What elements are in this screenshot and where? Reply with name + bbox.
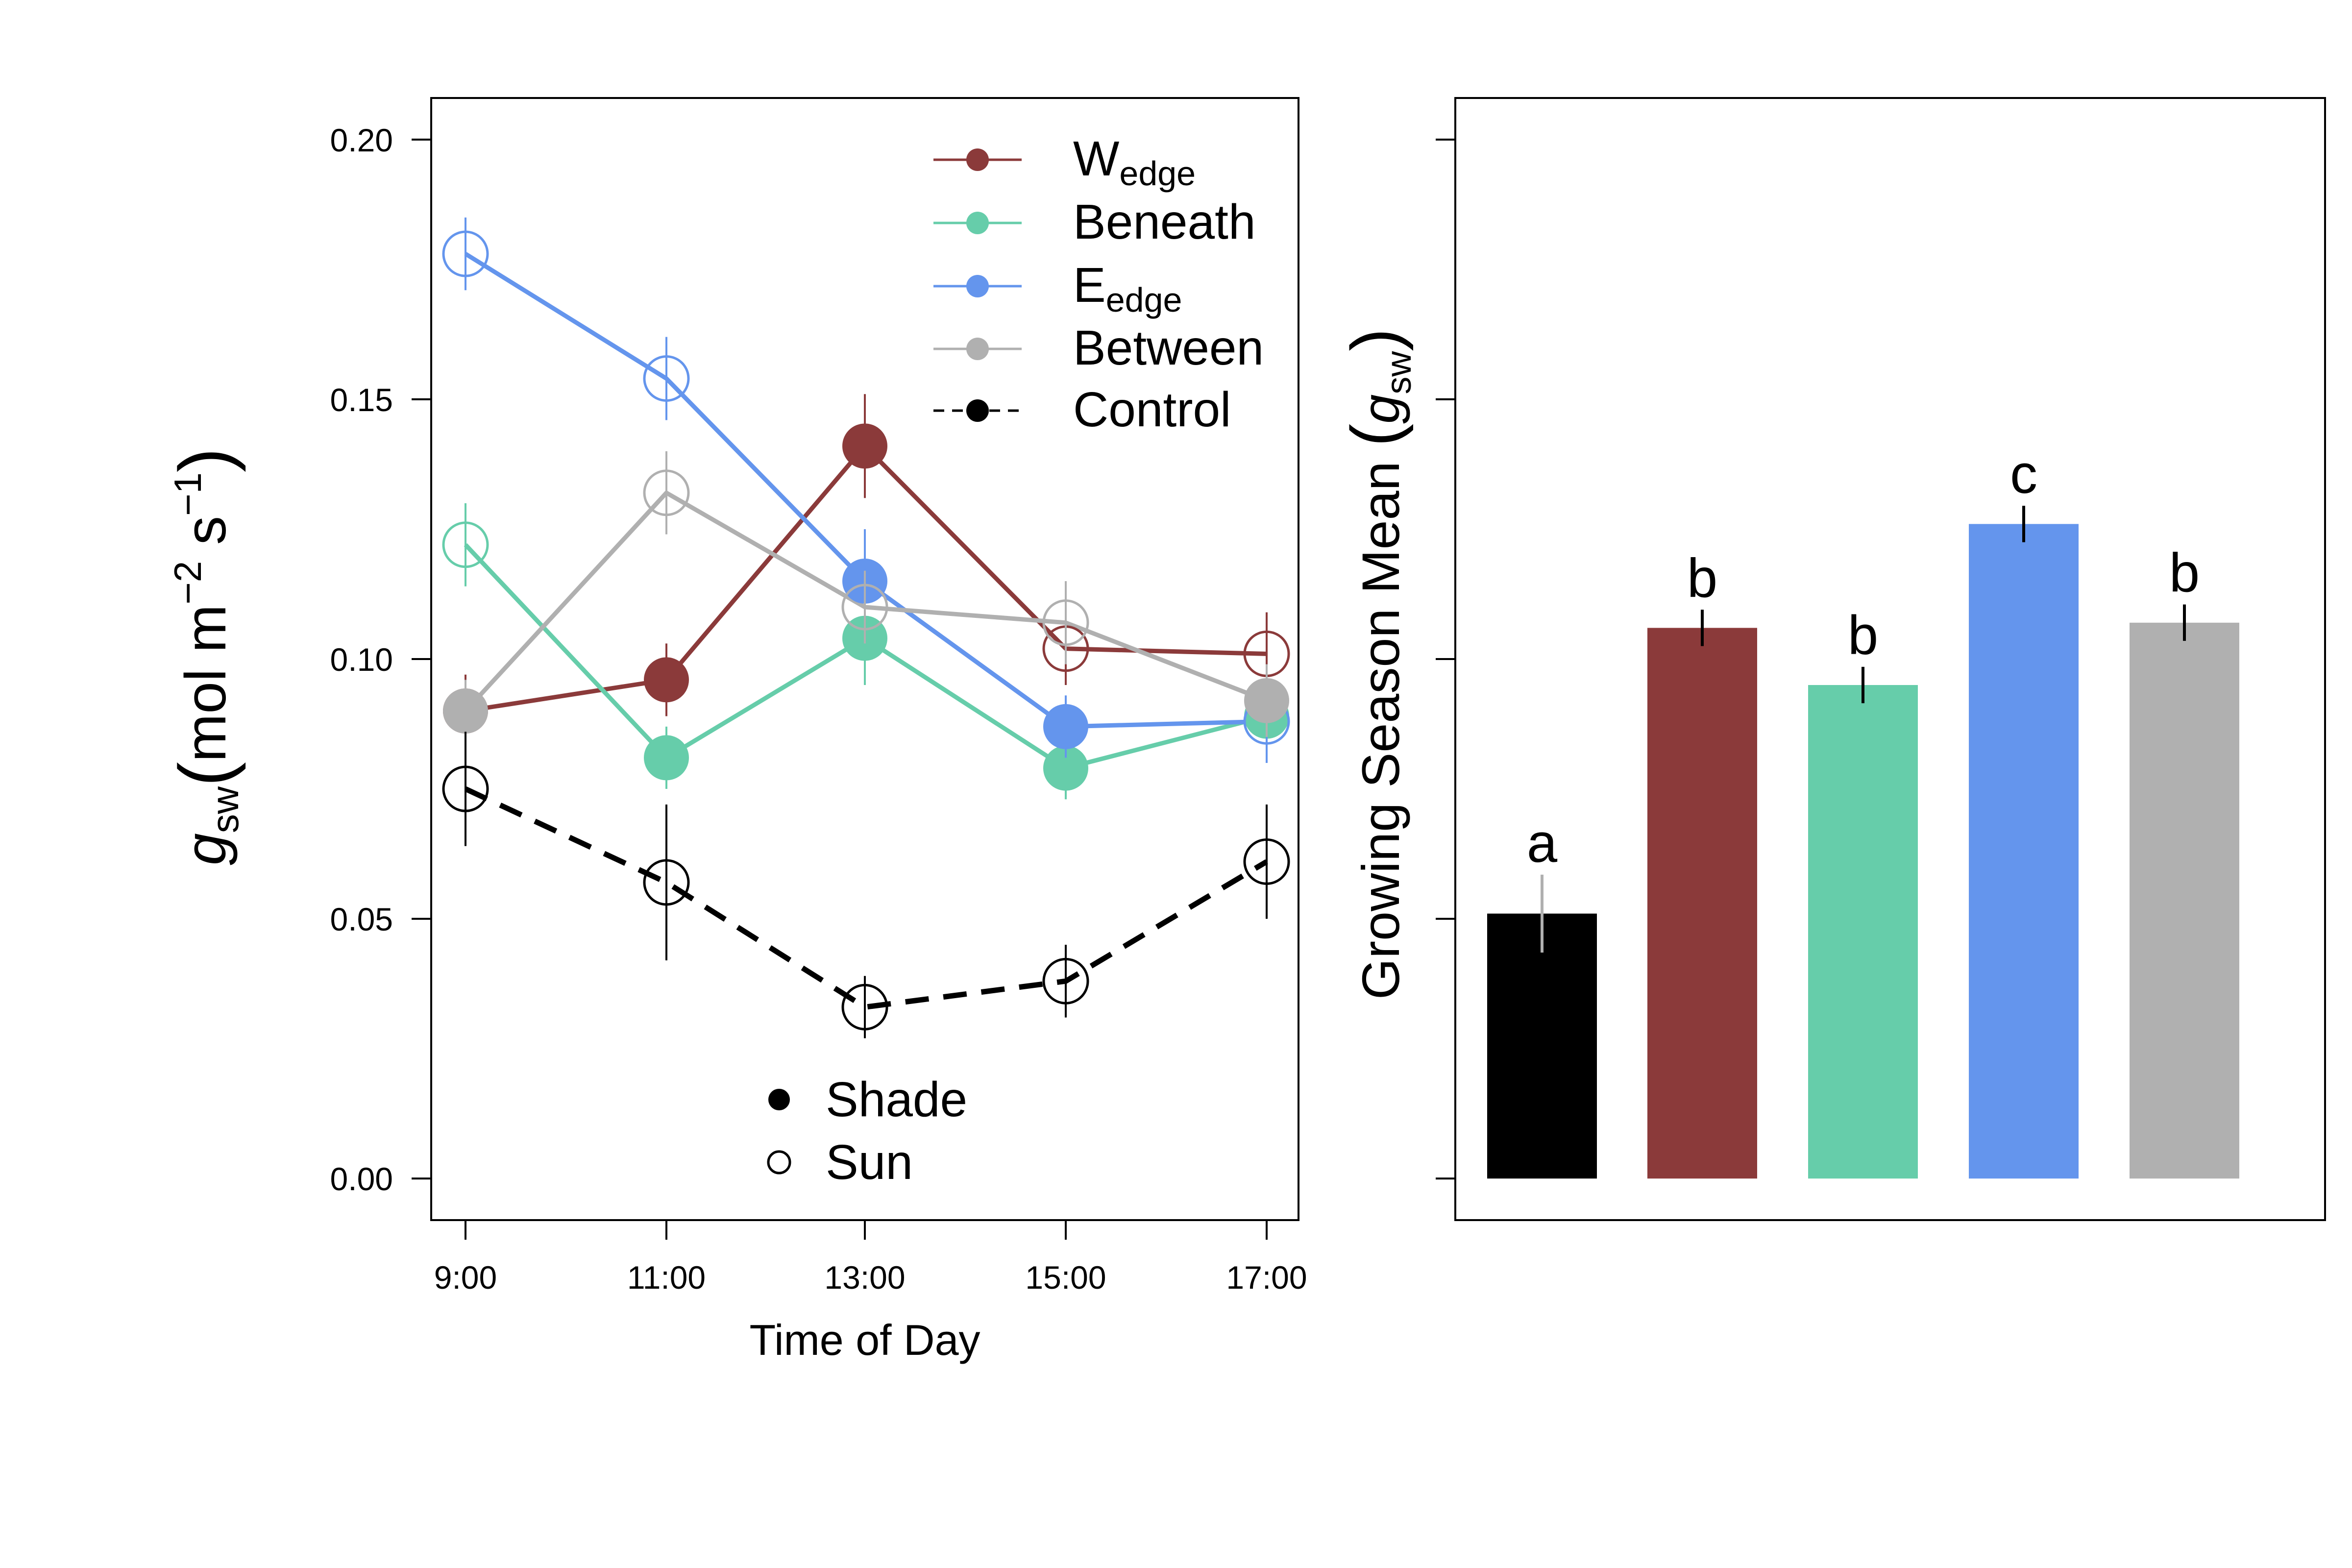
point-sun-control (442, 765, 489, 812)
bar-control (1487, 913, 1597, 1179)
time-of-day-line-chart: 0.00 0.05 0.10 0.15 0.20 9:00 11:00 13:00 15:00 1… (164, 97, 1307, 1364)
y-axis-title-paren: ) (164, 448, 246, 472)
y-axis-title-sub: sw (1379, 351, 1419, 394)
significance-letter: a (1527, 812, 1558, 874)
point-shade-beneath (644, 735, 689, 781)
y-axis-title: Growing Season Mean (gsw) (1337, 328, 1419, 1000)
point-shade-between (1244, 678, 1289, 723)
point-shade-wedge (644, 657, 689, 703)
legend-label-main: W (1073, 131, 1120, 186)
legend-marker-eedge (966, 275, 989, 297)
y-axis-title-paren: ( (1337, 424, 1414, 447)
point-sun-control (841, 983, 888, 1030)
x-axis-title: Time of Day (749, 1316, 980, 1364)
y-axis-title-paren: ( (164, 762, 246, 786)
significance-letter: b (1687, 547, 1717, 609)
legend-label-wedge: Wedge (1073, 131, 1196, 193)
bar-beneath (1808, 685, 1918, 1179)
significance-letter: c (2010, 443, 2037, 505)
point-shade-eedge (1043, 704, 1088, 749)
y-axis-title: gsw(mol m−2 s−1) (164, 448, 246, 865)
y-axis-title-units: mol m (173, 605, 238, 762)
x-tick-label: 9:00 (434, 1259, 497, 1296)
point-shade-between (443, 688, 488, 734)
point-sun-control (643, 859, 690, 906)
y-axis-title-var: g (1351, 394, 1410, 424)
legend-label-eedge: Eedge (1073, 258, 1182, 319)
point-sun-eedge (643, 355, 690, 402)
bar-wedge (1647, 628, 1757, 1179)
series-line-control (464, 786, 1268, 1010)
legend-marker-between (966, 338, 989, 360)
legend-marker-beneath (966, 212, 989, 234)
point-sun-control (1243, 838, 1290, 885)
legend-marker-wedge (966, 148, 989, 171)
y-tick-label: 0.10 (330, 641, 393, 678)
point-shade-wedge (842, 423, 887, 469)
legend-label-sub: edge (1119, 154, 1196, 193)
x-tick-label: 15:00 (1025, 1259, 1106, 1296)
marker-legend-sun-symbol (767, 1150, 791, 1175)
marker-legend-label: Shade (826, 1072, 967, 1127)
y-tick-label: 0.15 (330, 382, 393, 418)
point-sun-eedge (442, 230, 489, 277)
y-axis-title-exp: −2 (166, 561, 209, 605)
point-sun-control (1042, 957, 1089, 1004)
y-tick-label: 0.05 (330, 901, 393, 937)
y-tick-label: 0.20 (330, 122, 393, 158)
marker-legend-label: Sun (826, 1135, 913, 1190)
x-tick-label: 13:00 (824, 1259, 905, 1296)
legend-marker-control (966, 399, 989, 422)
legend-label-main: E (1073, 258, 1106, 313)
bar-between (2130, 622, 2239, 1179)
marker-legend-shade-symbol (768, 1089, 790, 1110)
point-sun-between (841, 584, 888, 631)
bar-eedge (1969, 524, 2079, 1179)
legend-label-between: Between (1073, 320, 1264, 375)
point-sun-beneath (442, 521, 489, 568)
y-axis-title-text: Growing Season Mean (1351, 446, 1410, 1000)
point-sun-between (1042, 599, 1089, 646)
y-axis-title-units: s (173, 516, 238, 561)
y-axis-title-exp: −1 (166, 472, 209, 516)
y-axis-title-sub: sw (203, 786, 246, 833)
legend-label-sub: edge (1106, 281, 1182, 319)
y-tick-label: 0.00 (330, 1161, 393, 1197)
x-tick-label: 17:00 (1226, 1259, 1307, 1296)
x-tick-label: 11:00 (627, 1259, 706, 1296)
y-axis-title-var: g (173, 833, 238, 865)
significance-letter: b (1848, 605, 1878, 666)
legend-label-beneath: Beneath (1073, 195, 1256, 249)
point-sun-between (643, 469, 690, 516)
growing-season-bar-chart: Growing Season Mean (gsw) a b b c b (1337, 97, 2326, 1221)
y-axis-title-paren: ) (1337, 328, 1414, 351)
legend-label-control: Control (1073, 382, 1231, 437)
significance-letter: b (2169, 542, 2200, 604)
